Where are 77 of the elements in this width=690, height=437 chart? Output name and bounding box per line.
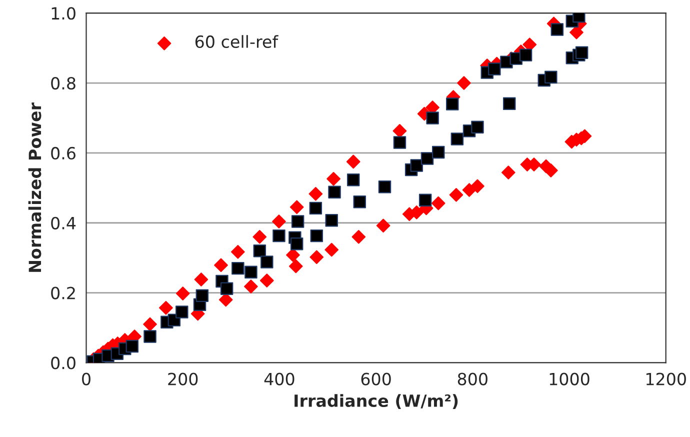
point <box>325 214 338 227</box>
point <box>488 62 501 76</box>
point <box>176 286 190 300</box>
y-tick-label: 0.2 <box>51 286 75 300</box>
point <box>457 76 471 90</box>
point <box>214 258 228 272</box>
point <box>352 230 366 244</box>
point <box>502 97 516 110</box>
point <box>392 124 407 138</box>
point <box>310 229 324 242</box>
point <box>471 120 484 134</box>
x-tick-label: 800 <box>458 372 488 386</box>
x-tick-label: 0 <box>82 372 90 386</box>
point <box>286 248 300 262</box>
y-tick-label: 0.4 <box>51 216 76 230</box>
point <box>410 159 423 172</box>
point <box>230 244 245 259</box>
point <box>550 23 564 36</box>
y-tick-label: 0.8 <box>51 76 76 90</box>
point <box>260 256 274 268</box>
point <box>126 340 138 353</box>
point <box>290 237 304 250</box>
point <box>501 166 516 180</box>
x-tick-label: 200 <box>168 372 198 386</box>
point <box>431 196 446 210</box>
point <box>346 154 360 169</box>
point <box>418 194 432 207</box>
point <box>232 262 244 275</box>
point <box>272 229 286 242</box>
point <box>353 196 366 208</box>
point <box>328 186 341 198</box>
point <box>143 317 157 332</box>
point <box>272 214 286 228</box>
y-tick-label: 1.0 <box>52 7 76 20</box>
point <box>426 112 439 124</box>
x-tick-label: 1200 <box>646 372 686 386</box>
point <box>290 200 304 214</box>
legend-label: 60 cell-ref <box>195 35 278 48</box>
y-tick-label: 0.0 <box>51 356 76 370</box>
point <box>324 242 339 257</box>
point <box>522 38 537 52</box>
point <box>291 215 304 228</box>
point <box>449 188 464 202</box>
point <box>252 230 267 244</box>
point <box>346 174 360 186</box>
point <box>194 272 208 286</box>
point <box>420 152 434 165</box>
point <box>288 259 303 274</box>
point <box>244 266 258 279</box>
point <box>446 98 459 110</box>
point <box>378 180 392 194</box>
point <box>326 172 340 186</box>
point <box>432 146 445 159</box>
point <box>196 289 209 302</box>
point <box>310 250 324 264</box>
x-tick-label: 1000 <box>550 372 590 386</box>
point <box>470 179 484 194</box>
x-axis-title: Irradiance (W/m²) <box>294 394 458 409</box>
point <box>519 48 532 62</box>
y-tick-label: 0.6 <box>51 146 76 160</box>
point <box>244 280 258 294</box>
point <box>544 70 558 84</box>
x-tick-label: 600 <box>361 372 391 386</box>
y-axis-title: Normalized Power <box>28 102 42 272</box>
point <box>376 218 390 233</box>
point <box>176 306 188 318</box>
x-tick-label: 400 <box>264 372 294 386</box>
point <box>220 282 234 295</box>
point <box>144 330 156 343</box>
point <box>450 132 464 146</box>
point <box>253 244 266 258</box>
point <box>575 46 588 59</box>
point <box>393 136 406 149</box>
point <box>260 274 274 288</box>
point <box>309 202 322 215</box>
point <box>159 300 173 315</box>
point <box>308 186 323 201</box>
